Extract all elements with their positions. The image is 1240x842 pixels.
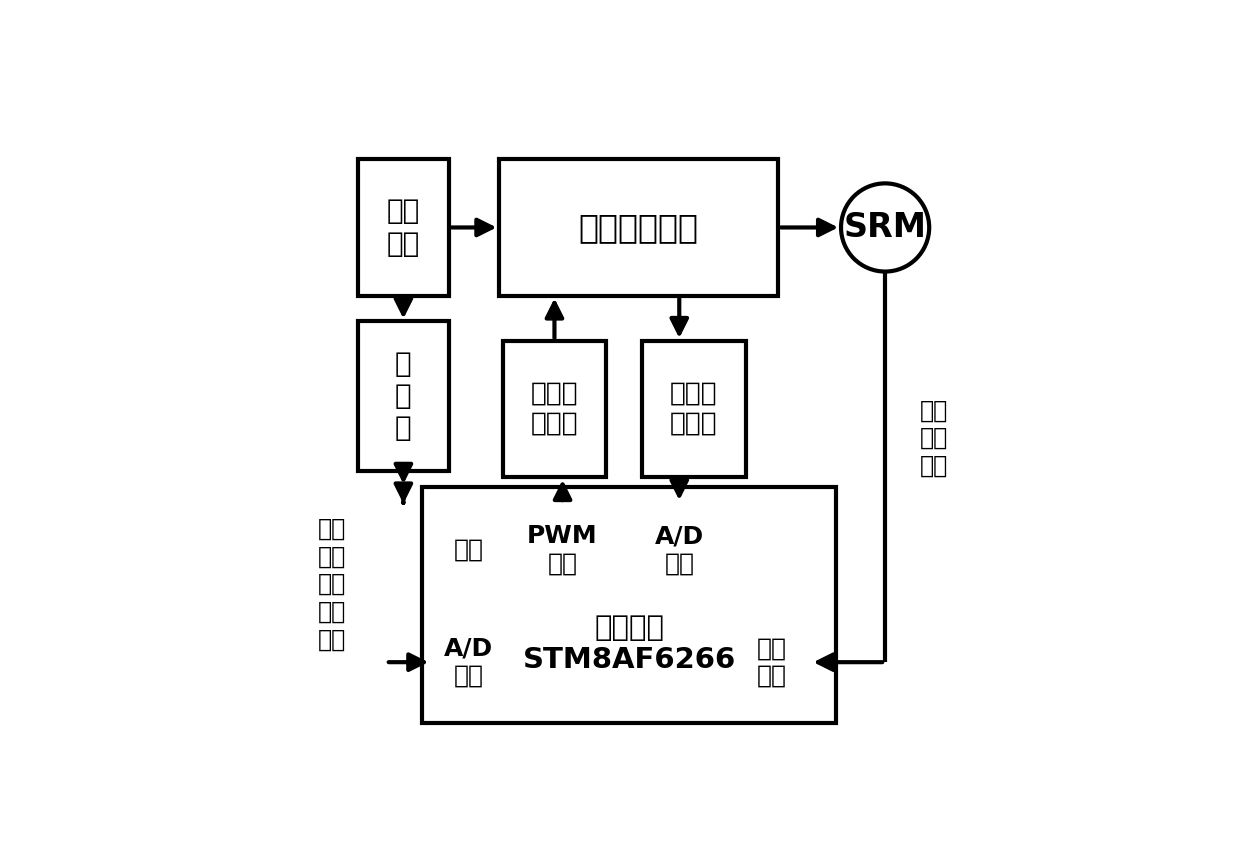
Text: 功率触
发电路: 功率触 发电路: [531, 381, 578, 437]
Bar: [642, 341, 745, 477]
Text: 霍尔
位置
信号: 霍尔 位置 信号: [920, 398, 947, 478]
Text: 电流检
测电路: 电流检 测电路: [670, 381, 718, 437]
Text: 侧倾
及侧
向加
速度
信号: 侧倾 及侧 向加 速度 信号: [317, 516, 346, 652]
Text: 电源: 电源: [454, 538, 484, 562]
Bar: [358, 159, 449, 296]
Text: 功率变换电路: 功率变换电路: [579, 211, 699, 244]
Bar: [502, 341, 606, 477]
Text: PWM
输出: PWM 输出: [527, 524, 598, 576]
Text: 电源
电路: 电源 电路: [387, 197, 420, 258]
Bar: [642, 503, 717, 597]
Bar: [432, 616, 506, 709]
Bar: [518, 503, 606, 597]
Bar: [358, 322, 449, 471]
Text: A/D
转换: A/D 转换: [655, 524, 704, 576]
Circle shape: [841, 184, 929, 272]
Bar: [733, 616, 811, 709]
Bar: [422, 487, 837, 723]
Text: SRM: SRM: [843, 211, 926, 244]
Text: 捕获
单元: 捕获 单元: [756, 637, 786, 688]
Text: A/D
转换: A/D 转换: [444, 637, 494, 688]
Text: 陀
螺
仪: 陀 螺 仪: [396, 349, 412, 442]
Bar: [500, 159, 779, 296]
Bar: [432, 503, 506, 597]
Text: 主控芯片
STM8AF6266: 主控芯片 STM8AF6266: [522, 614, 735, 674]
